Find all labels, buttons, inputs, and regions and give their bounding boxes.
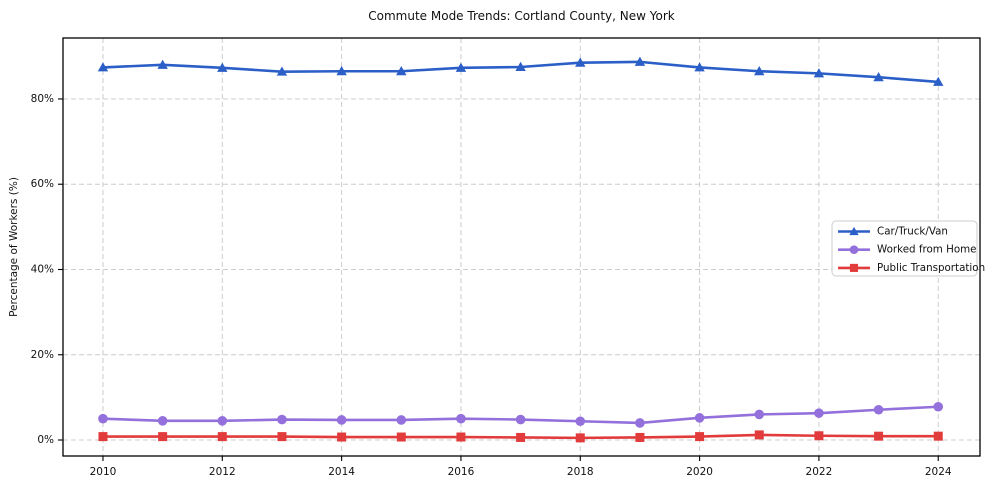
x-tick-label: 2018: [567, 466, 594, 478]
y-tick-label: 40%: [31, 263, 54, 275]
triangle-marker: [694, 62, 705, 72]
triangle-marker: [396, 66, 407, 76]
triangle-marker: [575, 57, 586, 67]
x-tick-label: 2016: [448, 466, 475, 478]
circle-marker: [336, 415, 347, 425]
square-marker: [337, 432, 347, 442]
triangle-marker: [336, 66, 347, 76]
chart-title: Commute Mode Trends: Cortland County, Ne…: [368, 9, 675, 23]
triangle-marker: [634, 56, 646, 66]
triangle-marker: [873, 72, 884, 82]
plot-border: [62, 37, 981, 457]
triangle-marker: [933, 76, 944, 86]
x-tick-label: 2020: [686, 466, 713, 478]
square-marker: [516, 432, 526, 442]
circle-marker: [849, 245, 859, 255]
circle-marker: [814, 408, 824, 418]
square-marker: [933, 431, 943, 441]
circle-marker: [277, 414, 287, 425]
square-marker: [754, 430, 764, 440]
x-tick-label: 2014: [328, 466, 355, 478]
circle-marker: [157, 416, 168, 426]
y-tick-label: 60%: [31, 178, 54, 190]
triangle-marker: [455, 62, 467, 72]
square-marker: [217, 432, 227, 442]
circle-marker: [396, 415, 407, 425]
triangle-marker: [276, 66, 288, 76]
x-tick-label: 2012: [209, 466, 236, 478]
triangle-marker: [157, 59, 168, 69]
circle-marker: [635, 418, 645, 428]
square-marker: [396, 432, 406, 442]
triangle-marker: [813, 68, 825, 78]
circle-marker: [217, 416, 228, 426]
square-marker: [695, 432, 705, 442]
circle-marker: [933, 401, 944, 412]
square-marker: [277, 432, 287, 442]
triangle-marker: [754, 66, 765, 76]
legend-label: Worked from Home: [877, 244, 977, 256]
x-tick-label: 2010: [90, 466, 117, 478]
y-tick-label: 80%: [31, 93, 54, 105]
y-axis-label: Percentage of Workers (%): [8, 177, 20, 317]
circle-marker: [98, 413, 108, 424]
circle-marker: [754, 409, 765, 420]
legend-box: [831, 220, 978, 277]
triangle-marker: [217, 62, 228, 72]
square-marker: [635, 432, 645, 442]
circle-marker: [456, 413, 466, 424]
square-marker: [849, 263, 859, 272]
square-marker: [575, 433, 585, 443]
legend-label: Public Transportation: [877, 262, 985, 274]
circle-marker: [694, 413, 705, 423]
triangle-marker: [97, 62, 109, 72]
square-marker: [874, 431, 884, 441]
y-tick-label: 0%: [37, 434, 54, 446]
y-tick-label: 20%: [31, 349, 54, 361]
circle-marker: [515, 414, 526, 425]
square-marker: [98, 432, 108, 442]
circle-marker: [873, 404, 884, 415]
triangle-marker: [515, 61, 526, 71]
square-marker: [814, 431, 824, 441]
x-tick-label: 2024: [925, 466, 952, 478]
square-marker: [158, 432, 168, 442]
legend-label: Car/Truck/Van: [877, 226, 948, 238]
circle-marker: [575, 416, 586, 427]
triangle-marker: [849, 226, 859, 236]
x-tick-label: 2022: [806, 466, 833, 478]
square-marker: [456, 432, 466, 442]
